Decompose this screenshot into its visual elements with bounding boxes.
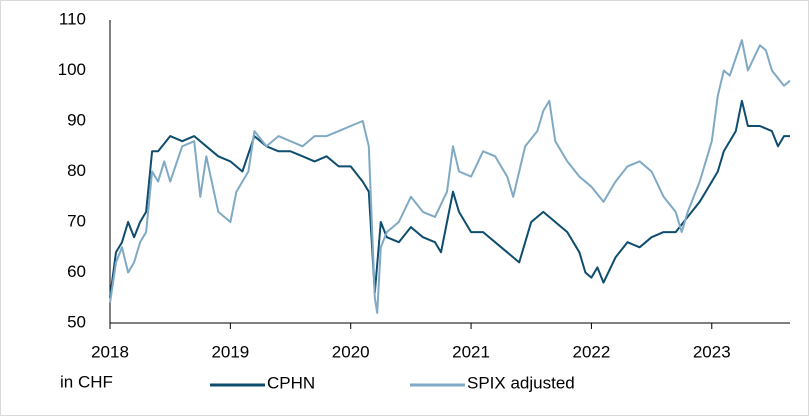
x-tick-label: 2020: [332, 342, 370, 361]
y-tick-label: 110: [59, 9, 86, 28]
series-line: [109, 39, 791, 314]
x-tick-label: 2018: [91, 342, 129, 361]
y-tick-label: 70: [67, 211, 86, 230]
x-tick-label: 2022: [573, 342, 611, 361]
y-tick-label: 50: [67, 312, 86, 331]
legend-label: SPIX adjusted: [467, 373, 575, 392]
y-tick-label: 100: [58, 60, 86, 79]
y-tick-label: 90: [67, 110, 86, 129]
series-line: [109, 99, 790, 298]
x-tick-label: 2019: [211, 342, 249, 361]
annotation: in CHF: [60, 372, 113, 391]
y-tick-label: 60: [67, 262, 86, 281]
x-tick-label: 2023: [693, 342, 731, 361]
legend-label: CPHN: [267, 373, 315, 392]
y-tick-label: 80: [67, 161, 86, 180]
x-tick-label: 2021: [452, 342, 490, 361]
